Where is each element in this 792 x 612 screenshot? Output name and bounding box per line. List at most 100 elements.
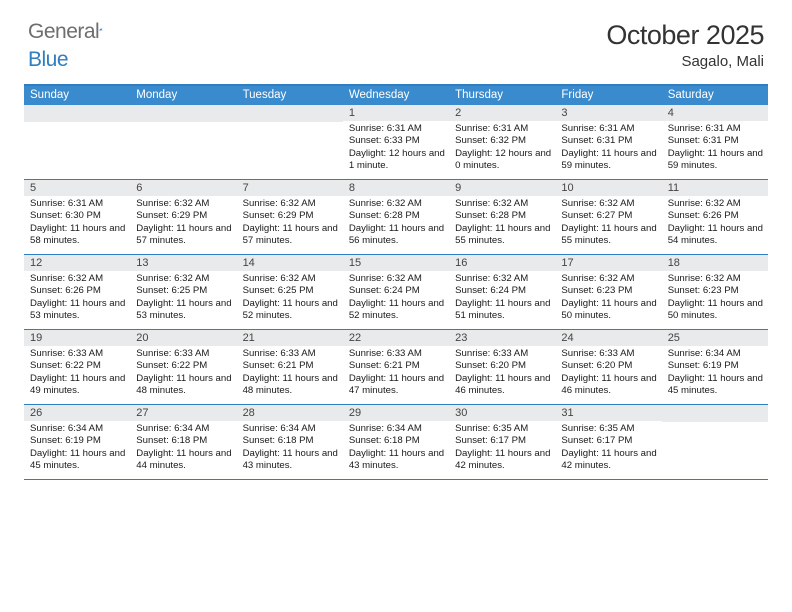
day-cell: 31Sunrise: 6:35 AMSunset: 6:17 PMDayligh… xyxy=(555,405,661,479)
day-number xyxy=(24,105,130,122)
day-details: Sunrise: 6:34 AMSunset: 6:18 PMDaylight:… xyxy=(343,421,449,476)
day-cell: 5Sunrise: 6:31 AMSunset: 6:30 PMDaylight… xyxy=(24,180,130,254)
weekday-monday: Monday xyxy=(130,86,236,105)
day-details: Sunrise: 6:31 AMSunset: 6:31 PMDaylight:… xyxy=(555,121,661,176)
day-number: 22 xyxy=(343,330,449,346)
day-details: Sunrise: 6:33 AMSunset: 6:22 PMDaylight:… xyxy=(24,346,130,401)
week-row: 19Sunrise: 6:33 AMSunset: 6:22 PMDayligh… xyxy=(24,330,768,405)
day-number: 20 xyxy=(130,330,236,346)
day-details: Sunrise: 6:33 AMSunset: 6:20 PMDaylight:… xyxy=(449,346,555,401)
day-number: 21 xyxy=(237,330,343,346)
logo: General xyxy=(28,20,121,44)
header: General October 2025 Sagalo, Mali xyxy=(0,0,792,76)
day-details: Sunrise: 6:35 AMSunset: 6:17 PMDaylight:… xyxy=(555,421,661,476)
day-details: Sunrise: 6:32 AMSunset: 6:28 PMDaylight:… xyxy=(343,196,449,251)
day-cell: 9Sunrise: 6:32 AMSunset: 6:28 PMDaylight… xyxy=(449,180,555,254)
calendar: Sunday Monday Tuesday Wednesday Thursday… xyxy=(24,84,768,480)
day-details: Sunrise: 6:32 AMSunset: 6:29 PMDaylight:… xyxy=(237,196,343,251)
logo-text-blue: Blue xyxy=(28,48,68,71)
day-cell: 30Sunrise: 6:35 AMSunset: 6:17 PMDayligh… xyxy=(449,405,555,479)
logo-text-general: General xyxy=(28,20,99,44)
day-details: Sunrise: 6:34 AMSunset: 6:18 PMDaylight:… xyxy=(130,421,236,476)
weekday-sunday: Sunday xyxy=(24,86,130,105)
day-cell: 4Sunrise: 6:31 AMSunset: 6:31 PMDaylight… xyxy=(662,105,768,179)
day-details: Sunrise: 6:34 AMSunset: 6:18 PMDaylight:… xyxy=(237,421,343,476)
weeks-container: 1Sunrise: 6:31 AMSunset: 6:33 PMDaylight… xyxy=(24,105,768,480)
day-details: Sunrise: 6:32 AMSunset: 6:26 PMDaylight:… xyxy=(24,271,130,326)
day-number: 7 xyxy=(237,180,343,196)
day-cell xyxy=(24,105,130,179)
day-number: 6 xyxy=(130,180,236,196)
day-cell: 10Sunrise: 6:32 AMSunset: 6:27 PMDayligh… xyxy=(555,180,661,254)
day-number: 2 xyxy=(449,105,555,121)
day-cell: 8Sunrise: 6:32 AMSunset: 6:28 PMDaylight… xyxy=(343,180,449,254)
day-number xyxy=(662,405,768,422)
day-details: Sunrise: 6:32 AMSunset: 6:29 PMDaylight:… xyxy=(130,196,236,251)
day-cell: 22Sunrise: 6:33 AMSunset: 6:21 PMDayligh… xyxy=(343,330,449,404)
day-number: 12 xyxy=(24,255,130,271)
month-title: October 2025 xyxy=(606,20,764,51)
weekday-thursday: Thursday xyxy=(449,86,555,105)
logo-triangle-icon xyxy=(99,20,103,38)
day-cell: 20Sunrise: 6:33 AMSunset: 6:22 PMDayligh… xyxy=(130,330,236,404)
day-number: 14 xyxy=(237,255,343,271)
day-cell xyxy=(130,105,236,179)
day-cell: 2Sunrise: 6:31 AMSunset: 6:32 PMDaylight… xyxy=(449,105,555,179)
day-cell: 19Sunrise: 6:33 AMSunset: 6:22 PMDayligh… xyxy=(24,330,130,404)
day-cell: 15Sunrise: 6:32 AMSunset: 6:24 PMDayligh… xyxy=(343,255,449,329)
day-cell: 6Sunrise: 6:32 AMSunset: 6:29 PMDaylight… xyxy=(130,180,236,254)
day-number: 25 xyxy=(662,330,768,346)
week-row: 1Sunrise: 6:31 AMSunset: 6:33 PMDaylight… xyxy=(24,105,768,180)
weekday-wednesday: Wednesday xyxy=(343,86,449,105)
day-number: 13 xyxy=(130,255,236,271)
day-details: Sunrise: 6:33 AMSunset: 6:22 PMDaylight:… xyxy=(130,346,236,401)
day-cell: 13Sunrise: 6:32 AMSunset: 6:25 PMDayligh… xyxy=(130,255,236,329)
day-cell: 1Sunrise: 6:31 AMSunset: 6:33 PMDaylight… xyxy=(343,105,449,179)
day-details: Sunrise: 6:33 AMSunset: 6:21 PMDaylight:… xyxy=(237,346,343,401)
day-details: Sunrise: 6:32 AMSunset: 6:23 PMDaylight:… xyxy=(555,271,661,326)
weekday-friday: Friday xyxy=(555,86,661,105)
day-number: 31 xyxy=(555,405,661,421)
day-cell xyxy=(662,405,768,479)
day-number: 30 xyxy=(449,405,555,421)
day-number: 24 xyxy=(555,330,661,346)
day-details: Sunrise: 6:32 AMSunset: 6:28 PMDaylight:… xyxy=(449,196,555,251)
day-cell: 27Sunrise: 6:34 AMSunset: 6:18 PMDayligh… xyxy=(130,405,236,479)
day-number: 16 xyxy=(449,255,555,271)
day-number: 11 xyxy=(662,180,768,196)
day-number: 1 xyxy=(343,105,449,121)
day-number xyxy=(237,105,343,122)
weekday-saturday: Saturday xyxy=(662,86,768,105)
day-number: 3 xyxy=(555,105,661,121)
day-number: 23 xyxy=(449,330,555,346)
day-cell: 24Sunrise: 6:33 AMSunset: 6:20 PMDayligh… xyxy=(555,330,661,404)
day-cell: 18Sunrise: 6:32 AMSunset: 6:23 PMDayligh… xyxy=(662,255,768,329)
week-row: 12Sunrise: 6:32 AMSunset: 6:26 PMDayligh… xyxy=(24,255,768,330)
day-cell: 12Sunrise: 6:32 AMSunset: 6:26 PMDayligh… xyxy=(24,255,130,329)
day-cell: 28Sunrise: 6:34 AMSunset: 6:18 PMDayligh… xyxy=(237,405,343,479)
day-cell: 23Sunrise: 6:33 AMSunset: 6:20 PMDayligh… xyxy=(449,330,555,404)
day-details: Sunrise: 6:33 AMSunset: 6:20 PMDaylight:… xyxy=(555,346,661,401)
day-cell: 25Sunrise: 6:34 AMSunset: 6:19 PMDayligh… xyxy=(662,330,768,404)
day-number: 29 xyxy=(343,405,449,421)
weekday-tuesday: Tuesday xyxy=(237,86,343,105)
day-cell: 14Sunrise: 6:32 AMSunset: 6:25 PMDayligh… xyxy=(237,255,343,329)
day-details: Sunrise: 6:35 AMSunset: 6:17 PMDaylight:… xyxy=(449,421,555,476)
day-details: Sunrise: 6:31 AMSunset: 6:32 PMDaylight:… xyxy=(449,121,555,176)
day-cell xyxy=(237,105,343,179)
day-cell: 16Sunrise: 6:32 AMSunset: 6:24 PMDayligh… xyxy=(449,255,555,329)
day-number: 18 xyxy=(662,255,768,271)
day-details: Sunrise: 6:33 AMSunset: 6:21 PMDaylight:… xyxy=(343,346,449,401)
day-number: 8 xyxy=(343,180,449,196)
day-details: Sunrise: 6:32 AMSunset: 6:25 PMDaylight:… xyxy=(237,271,343,326)
day-cell: 21Sunrise: 6:33 AMSunset: 6:21 PMDayligh… xyxy=(237,330,343,404)
day-details: Sunrise: 6:34 AMSunset: 6:19 PMDaylight:… xyxy=(24,421,130,476)
location-label: Sagalo, Mali xyxy=(606,53,764,70)
day-cell: 29Sunrise: 6:34 AMSunset: 6:18 PMDayligh… xyxy=(343,405,449,479)
day-number: 4 xyxy=(662,105,768,121)
day-details: Sunrise: 6:31 AMSunset: 6:33 PMDaylight:… xyxy=(343,121,449,176)
day-details: Sunrise: 6:31 AMSunset: 6:31 PMDaylight:… xyxy=(662,121,768,176)
day-number: 5 xyxy=(24,180,130,196)
day-details: Sunrise: 6:34 AMSunset: 6:19 PMDaylight:… xyxy=(662,346,768,401)
day-number: 9 xyxy=(449,180,555,196)
